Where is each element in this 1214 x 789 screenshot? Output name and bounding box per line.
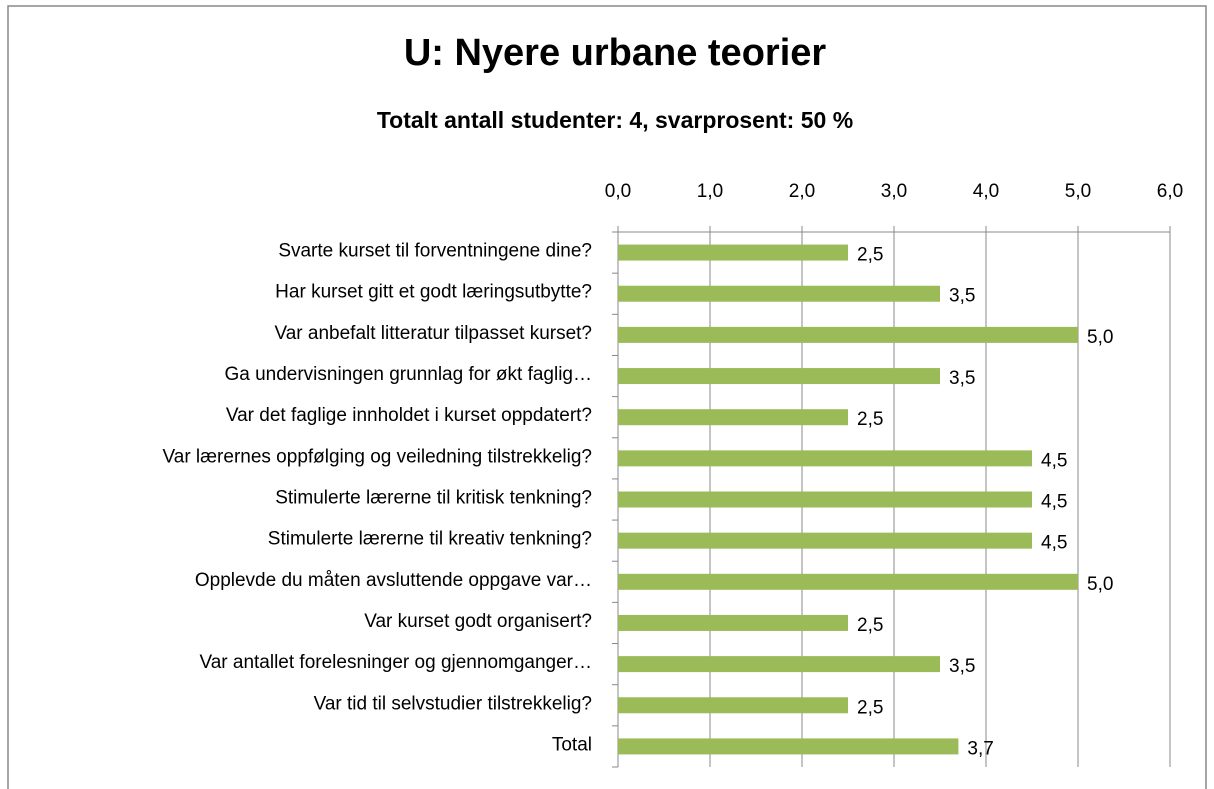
value-label: 4,5	[1041, 533, 1067, 554]
y-tick-label: Var kurset godt organisert?	[364, 611, 592, 632]
y-tick-label: Svarte kurset til forventningene dine?	[278, 241, 592, 262]
chart-title: U: Nyere urbane teorier	[404, 32, 827, 74]
value-label: 4,5	[1041, 492, 1067, 513]
y-tick-label: Var lærernes oppfølging og veiledning ti…	[163, 446, 593, 467]
x-tick-label: 1,0	[697, 181, 723, 202]
y-tick-label: Har kurset gitt et godt læringsutbytte?	[275, 282, 592, 303]
bar	[618, 244, 848, 261]
y-tick-label: Var det faglige innholdet i kurset oppda…	[226, 405, 592, 426]
x-tick-label: 6,0	[1157, 181, 1183, 202]
y-tick-label: Opplevde du måten avsluttende oppgave va…	[195, 570, 592, 591]
value-label: 2,5	[857, 697, 883, 718]
bar	[618, 326, 1078, 343]
value-label: 2,5	[857, 615, 883, 636]
bar	[618, 368, 940, 385]
value-label: 2,5	[857, 409, 883, 430]
bar	[618, 738, 959, 755]
value-label: 3,5	[949, 286, 975, 307]
bar	[618, 285, 940, 302]
bar	[618, 573, 1078, 590]
value-label: 3,5	[949, 656, 975, 677]
chart-frame	[7, 5, 1207, 789]
x-tick-label: 3,0	[881, 181, 907, 202]
value-label: 4,5	[1041, 450, 1067, 471]
y-tick-label: Stimulerte lærerne til kreativ tenkning?	[268, 529, 592, 550]
value-label: 5,0	[1087, 574, 1113, 595]
value-label: 3,5	[949, 368, 975, 389]
x-tick-label: 5,0	[1065, 181, 1091, 202]
y-tick-label: Var anbefalt litteratur tilpasset kurset…	[274, 323, 592, 344]
bar	[618, 614, 848, 631]
bar	[618, 491, 1032, 508]
y-tick-label: Ga undervisningen grunnlag for økt fagli…	[224, 364, 592, 385]
y-tick-label: Stimulerte lærerne til kritisk tenkning?	[275, 488, 592, 509]
bar	[618, 409, 848, 426]
bar	[618, 532, 1032, 549]
y-tick-label: Var antallet forelesninger og gjennomgan…	[199, 652, 592, 673]
x-tick-label: 4,0	[973, 181, 999, 202]
bar	[618, 697, 848, 714]
x-tick-label: 0,0	[605, 181, 631, 202]
value-label: 5,0	[1087, 327, 1113, 348]
bar	[618, 656, 940, 673]
value-label: 3,7	[967, 738, 993, 759]
chart-subtitle: Totalt antall studenter: 4, svarprosent:…	[377, 107, 853, 133]
bar	[618, 450, 1032, 467]
value-label: 2,5	[857, 245, 883, 266]
y-tick-label: Total	[552, 734, 592, 755]
y-tick-label: Var tid til selvstudier tilstrekkelig?	[314, 693, 592, 714]
x-tick-label: 2,0	[789, 181, 815, 202]
